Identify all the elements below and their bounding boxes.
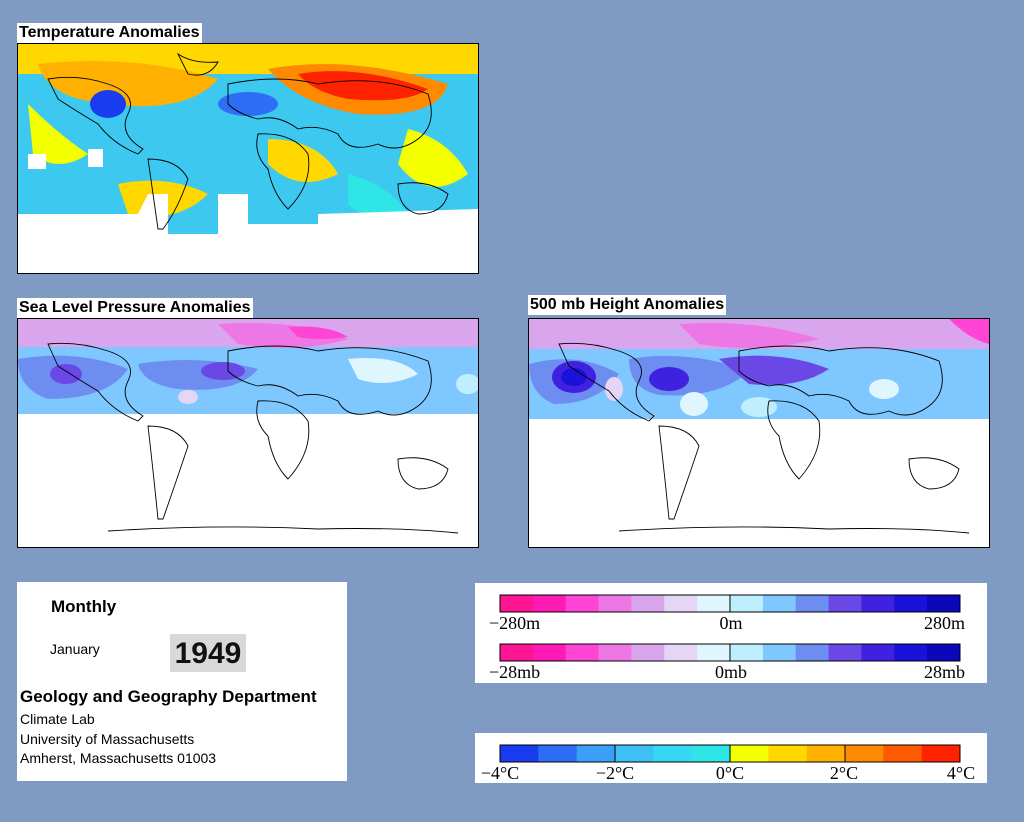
slp-map-canvas [18,319,478,547]
temperature-map-title: Temperature Anomalies [17,23,202,43]
pressure-colorbar-swatch [828,644,862,661]
temperature-anomaly-map [17,43,479,274]
university-label: University of Massachusetts [20,731,195,747]
pressure-colorbar-swatch [565,644,600,661]
pressure-colorbar-swatch [894,644,928,661]
year-display: 1949 [170,634,246,672]
lab-label: Climate Lab [20,711,95,727]
pressure-colorbar-swatch [664,644,698,661]
height-colorbar-swatch [894,595,928,612]
500mb-height-anomaly-map [528,318,990,548]
height-colorbar-swatch [697,595,731,612]
address-label: Amherst, Massachusetts 01003 [20,750,217,766]
temperature-tick-label: 2°C [830,763,858,783]
pressure-tick-label: 0mb [715,662,747,682]
height-colorbar-swatch [598,595,632,612]
temperature-tick-label: 0°C [716,763,744,783]
pressure-colorbar-swatch [861,644,895,661]
pressure-colorbar-swatch [532,644,567,661]
pressure-colorbar-swatch [730,644,764,661]
temperature-tick-label: −4°C [481,763,519,783]
height-pressure-legend: −280m 0m 280m −28mb 0mb 28mb [475,583,987,683]
height500-map-title: 500 mb Height Anomalies [528,295,727,315]
height-colorbar-swatch [762,595,797,612]
slp-map-title: Sea Level Pressure Anomalies [17,298,253,318]
temperature-tick-label: 4°C [947,763,975,783]
pressure-colorbar [499,643,961,662]
pressure-colorbar-swatch [631,644,665,661]
height-colorbar-swatch [631,595,665,612]
height-colorbar-swatch [664,595,698,612]
sea-level-pressure-anomaly-map [17,318,479,548]
height-tick-label: −280m [489,613,540,633]
height-colorbar-swatch [730,595,764,612]
temperature-colorbar-swatch [730,745,769,762]
temperature-colorbar-swatch [691,745,731,762]
height500-map-canvas [529,319,989,547]
height-colorbar-swatch [565,595,600,612]
temperature-colorbar-swatch [576,745,616,762]
pressure-colorbar-swatch [795,644,830,661]
height-colorbar-swatch [927,595,961,612]
temperature-colorbar-swatch [500,745,539,762]
pressure-tick-label: −28mb [489,662,540,682]
temperature-legend-svg: −4°C −2°C 0°C 2°C 4°C [481,744,975,783]
height-pressure-legend-svg: −280m 0m 280m −28mb 0mb 28mb [489,594,965,682]
height-colorbar-swatch [532,595,567,612]
temperature-colorbar-swatch [768,745,808,762]
temperature-colorbar-swatch [921,745,961,762]
pressure-colorbar-swatch [927,644,961,661]
height-colorbar-swatch [795,595,830,612]
temperature-colorbar [499,744,961,763]
pressure-colorbar-swatch [500,644,534,661]
temperature-colorbar-swatch [845,745,884,762]
height-tick-label: 280m [924,613,965,633]
temperature-legend: −4°C −2°C 0°C 2°C 4°C [475,733,987,783]
temperature-colorbar-swatch [883,745,923,762]
height-colorbar [499,594,961,613]
temperature-map-canvas [18,44,478,273]
height-colorbar-swatch [500,595,534,612]
info-panel: Monthly January 1949 Geology and Geograp… [17,582,347,781]
height-colorbar-swatch [861,595,895,612]
temperature-colorbar-swatch [806,745,846,762]
height-colorbar-swatch [828,595,862,612]
period-label: Monthly [51,597,117,616]
temperature-colorbar-swatch [653,745,693,762]
pressure-colorbar-swatch [697,644,731,661]
height-tick-label: 0m [719,613,742,633]
temperature-tick-label: −2°C [596,763,634,783]
month-label: January [50,641,100,657]
temperature-colorbar-swatch [615,745,654,762]
pressure-tick-label: 28mb [924,662,965,682]
department-label: Geology and Geography Department [20,687,317,706]
pressure-colorbar-swatch [598,644,632,661]
temperature-colorbar-swatch [538,745,578,762]
pressure-colorbar-swatch [762,644,797,661]
